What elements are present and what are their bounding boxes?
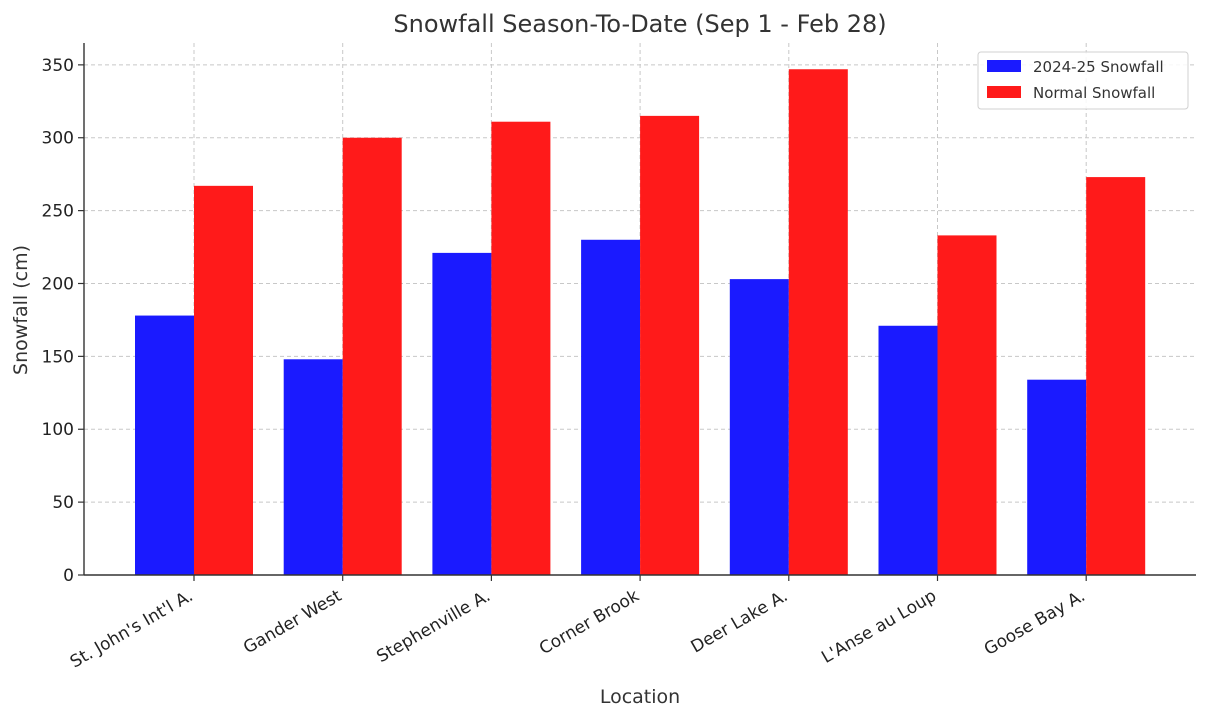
bars-layer [135,69,1146,576]
bar-current [432,252,492,575]
x-axis-label: Location [600,686,680,708]
bar-current [581,239,641,575]
y-tick-label: 0 [63,566,74,586]
y-tick-label: 100 [42,420,74,440]
bar-normal [640,115,700,575]
x-tick-label: Corner Brook [536,586,643,659]
bar-normal [1086,177,1146,576]
y-tick-label: 150 [42,347,74,367]
x-tick-label: Goose Bay A. [981,586,1089,660]
y-tick-label: 350 [42,56,74,76]
bar-normal [937,235,997,575]
bar-current [729,279,789,575]
legend-label: Normal Snowfall [1033,84,1155,102]
legend-label: 2024-25 Snowfall [1033,58,1164,76]
x-ticks-layer: St. John's Int'l A. Gander West Stephenvil… [67,575,1089,672]
x-tick-label: St. John's Int'l A. [67,586,197,672]
bar-normal [788,69,848,575]
bar-normal [194,185,253,575]
bar-normal [342,137,402,575]
x-tick-label: Gander West [240,586,345,658]
legend-swatch [987,86,1021,98]
legend-swatch [987,60,1021,72]
legend-frame [977,51,1189,110]
y-axis-label: Snowfall (cm) [10,245,32,375]
y-tick-label: 250 [42,202,74,222]
x-tick-label: Stephenville A. [373,586,493,667]
y-ticks-layer: 0 50 100 150 200 250 300 350 [42,56,84,586]
y-tick-label: 200 [42,274,74,294]
bar-current [1027,379,1087,575]
y-tick-label: 50 [52,493,74,513]
bar-normal [491,121,551,575]
y-tick-label: 300 [42,129,74,149]
legend: 2024-25 Snowfall Normal Snowfall [977,51,1189,110]
chart-title: Snowfall Season-To-Date (Sep 1 - Feb 28) [393,10,886,38]
bar-current [135,315,194,575]
bar-current [878,325,938,575]
x-tick-label: L'Anse au Loup [818,586,940,668]
x-tick-label: Deer Lake A. [688,586,792,657]
bar-current [283,359,343,575]
